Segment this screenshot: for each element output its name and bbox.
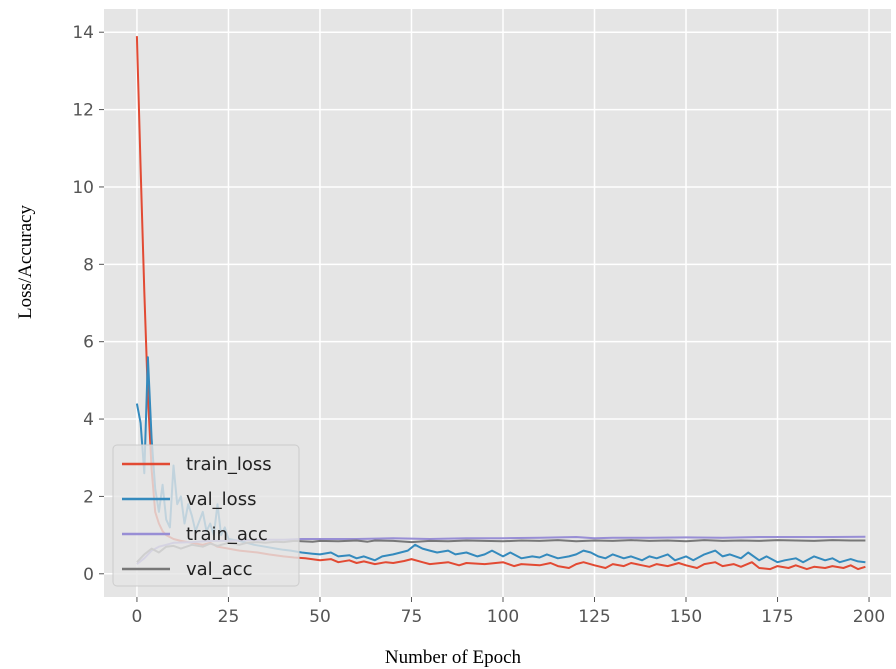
legend-label-val-acc: val_acc [186,559,253,580]
y-tick-label: 2 [83,487,94,507]
y-axis-title: Loss/Accuracy [15,205,36,319]
y-tick-label: 12 [72,101,94,121]
y-tick-label: 4 [83,410,94,430]
legend-label-val-loss: val_loss [186,489,256,510]
legend-box [112,444,300,587]
x-tick-label: 75 [401,607,423,627]
legend: train_loss val_loss train_acc val_acc [112,444,300,587]
y-tick-label: 6 [83,333,94,353]
y-tick-labels: 0 2 4 6 8 10 12 14 [72,23,104,585]
grid-lines [104,9,891,597]
x-tick-label: 150 [670,607,702,627]
y-tick-label: 10 [72,178,94,198]
x-tick-label: 50 [309,607,331,627]
y-tick-label: 8 [83,255,94,275]
x-axis-title: Number of Epoch [385,647,522,668]
x-tick-label: 25 [218,607,240,627]
legend-items: train_loss val_loss train_acc val_acc [122,454,272,580]
y-tick-label: 14 [72,23,94,43]
x-tick-label: 100 [487,607,519,627]
legend-label-train-loss: train_loss [186,454,272,475]
x-tick-labels: 0 25 50 75 100 125 150 175 200 [132,597,885,627]
x-tick-label: 125 [578,607,610,627]
y-tick-label: 0 [83,565,94,585]
x-tick-label: 0 [132,607,143,627]
legend-label-train-acc: train_acc [186,524,268,545]
x-tick-label: 200 [853,607,885,627]
x-tick-label: 175 [761,607,793,627]
